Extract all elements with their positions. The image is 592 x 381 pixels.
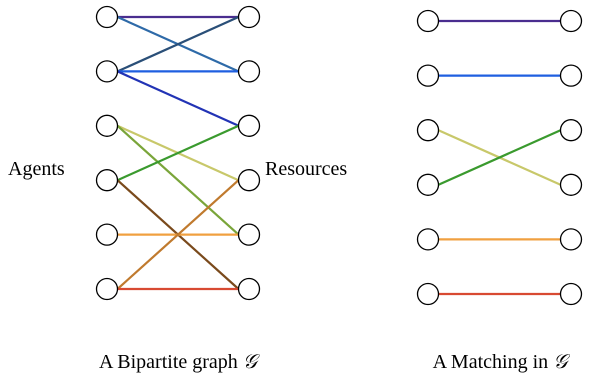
matching-caption-prefix: A Matching in [433,351,549,373]
bipartite-edge-1-2 [116,70,240,127]
matching-edge-3-2 [437,129,562,186]
matching-agent-node-3 [416,119,440,142]
bipartite-agent-node-2 [95,60,119,83]
bipartite-caption: A Bipartite graph 𝒢 [99,349,261,373]
bipartite-edge-1-0 [116,15,240,73]
matching-resource-node-1 [559,9,583,33]
bipartite-agent-node-1 [95,5,119,29]
agents-label: Agents [8,158,65,180]
bipartite-caption-prefix: A Bipartite graph [99,351,238,373]
bipartite-resource-node-4 [237,169,261,192]
bipartite-resource-node-6 [237,277,261,301]
matching-caption-symbol: 𝒢 [553,349,571,373]
bipartite-edge-3-2 [116,124,240,182]
bipartite-resource-node-2 [237,60,261,83]
bipartite-agent-node-6 [95,277,119,301]
matching-agent-node-2 [416,64,440,87]
matching-resource-node-6 [559,282,583,306]
matching-resource-node-2 [559,64,583,87]
bipartite-caption-symbol: 𝒢 [243,349,261,373]
bipartite-resource-node-3 [237,114,261,137]
matching-agent-node-5 [416,228,440,251]
matching-caption: A Matching in 𝒢 [433,349,572,373]
bipartite-edges [116,15,240,291]
bipartite-graph: Agents Resources A Bipartite graph 𝒢 [8,5,347,373]
bipartite-resource-node-5 [237,223,261,246]
bipartite-agent-node-3 [95,114,119,137]
matching-resource-node-3 [559,119,583,142]
matching-graph: A Matching in 𝒢 [416,9,583,373]
bipartite-nodes [95,5,261,301]
bipartite-agent-node-5 [95,223,119,246]
bipartite-edge-5-3 [116,179,240,291]
matching-edges [437,19,562,296]
bipartite-resource-node-1 [237,5,261,29]
bipartite-edge-2-4 [116,124,240,236]
bipartite-agent-node-4 [95,169,119,192]
matching-nodes [416,9,583,306]
matching-resource-node-5 [559,228,583,251]
matching-resource-node-4 [559,173,583,196]
resources-label: Resources [265,158,347,180]
matching-agent-node-1 [416,9,440,33]
matching-agent-node-4 [416,173,440,196]
matching-agent-node-6 [416,282,440,306]
